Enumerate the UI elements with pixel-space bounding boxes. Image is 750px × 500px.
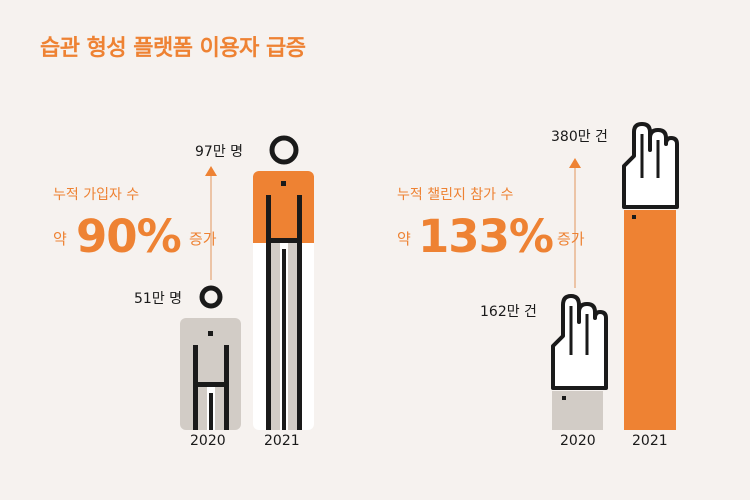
hand-2020-sleeve	[552, 391, 603, 430]
label-2021-users: 97만 명	[195, 144, 244, 160]
year-2021-right: 2021	[632, 433, 668, 449]
year-2020-right: 2020	[560, 433, 596, 449]
person-2020-head	[199, 285, 223, 309]
right-percent: 133%	[418, 210, 554, 263]
right-caption: 누적 챌린지 참가 수	[397, 187, 514, 203]
person-2020	[180, 285, 241, 430]
hand-2021-sleeve	[624, 210, 676, 430]
hand-2020	[551, 294, 608, 430]
left-suffix: 증가	[189, 230, 217, 248]
hand-2021	[622, 122, 679, 430]
page-title: 습관 형성 플랫폼 이용자 급증	[40, 36, 306, 61]
year-2020-left: 2020	[190, 433, 226, 449]
left-prefix: 약	[53, 230, 67, 248]
label-2020-users: 51만 명	[134, 291, 183, 307]
left-growth-arrow	[205, 166, 217, 280]
year-2021-left: 2021	[264, 433, 300, 449]
left-caption: 누적 가입자 수	[53, 187, 140, 203]
label-2021-challenges: 380만 건	[551, 129, 608, 145]
label-2020-challenges: 162만 건	[480, 304, 537, 320]
person-2021-head	[269, 135, 299, 165]
person-2021	[253, 135, 314, 430]
right-suffix: 증가	[557, 230, 585, 248]
right-growth-arrow	[569, 158, 581, 288]
right-prefix: 약	[397, 230, 411, 248]
left-percent: 90%	[76, 210, 182, 263]
